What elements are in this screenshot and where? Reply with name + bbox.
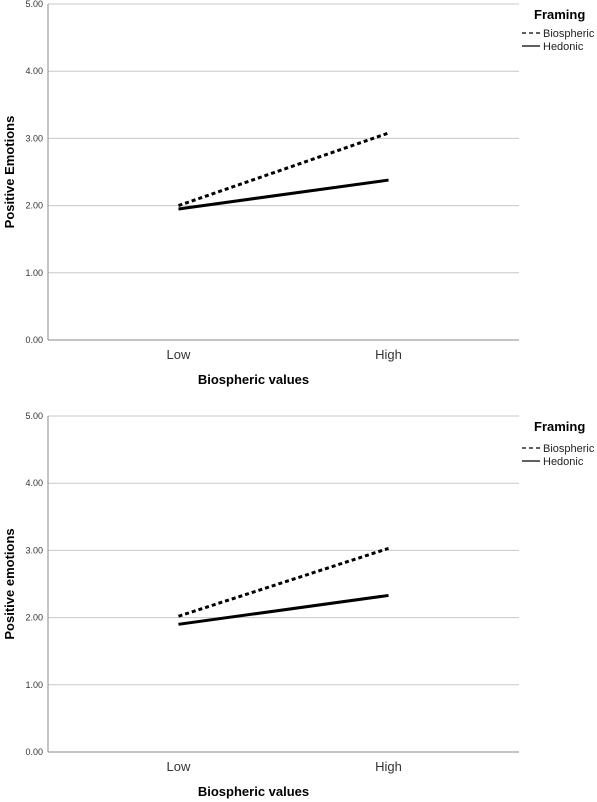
legend-label-hedonic: Hedonic: [543, 456, 584, 468]
x-tick-label: High: [375, 347, 402, 362]
y-tick-label: 3.00: [25, 545, 43, 555]
y-tick-label: 3.00: [25, 133, 43, 143]
y-tick-label: 1.00: [25, 680, 43, 690]
series-line-biospheric: [178, 546, 389, 618]
x-tick-label: Low: [167, 347, 191, 362]
y-tick-label: 0.00: [25, 335, 43, 345]
legend-label-biospheric: Biospheric: [543, 28, 595, 40]
chart-panel-1: 0.00 1.00 2.00 3.00 4.00 5.00 Low High Biospheri…: [2, 0, 595, 387]
legend-label-biospheric: Biospheric: [543, 443, 595, 455]
y-tick-label: 0.00: [25, 747, 43, 757]
y-tick-label: 4.00: [25, 66, 43, 76]
x-tick-label: Low: [167, 759, 191, 774]
series-line-hedonic: [178, 593, 389, 626]
legend-title: Framing: [534, 7, 585, 22]
x-axis-title: Biospheric values: [198, 372, 309, 387]
legend-title: Framing: [534, 419, 585, 434]
y-tick-label: 5.00: [25, 411, 43, 421]
x-tick-label: High: [375, 759, 402, 774]
y-tick-label: 4.00: [25, 478, 43, 488]
y-tick-label: 1.00: [25, 268, 43, 278]
legend-label-hedonic: Hedonic: [543, 41, 584, 53]
series-line-hedonic: [178, 178, 389, 211]
y-tick-label: 2.00: [25, 613, 43, 623]
y-tick-label: 2.00: [25, 201, 43, 211]
x-axis-title: Biospheric values: [198, 784, 309, 799]
y-axis-title: Positive emotions: [2, 528, 17, 639]
chart-panel-2: 0.00 1.00 2.00 3.00 4.00 5.00 Low High Biospheri…: [2, 411, 595, 799]
y-axis-title: Positive Emotions: [2, 116, 17, 229]
y-tick-label: 5.00: [25, 0, 43, 9]
series-line-biospheric: [177, 131, 390, 208]
